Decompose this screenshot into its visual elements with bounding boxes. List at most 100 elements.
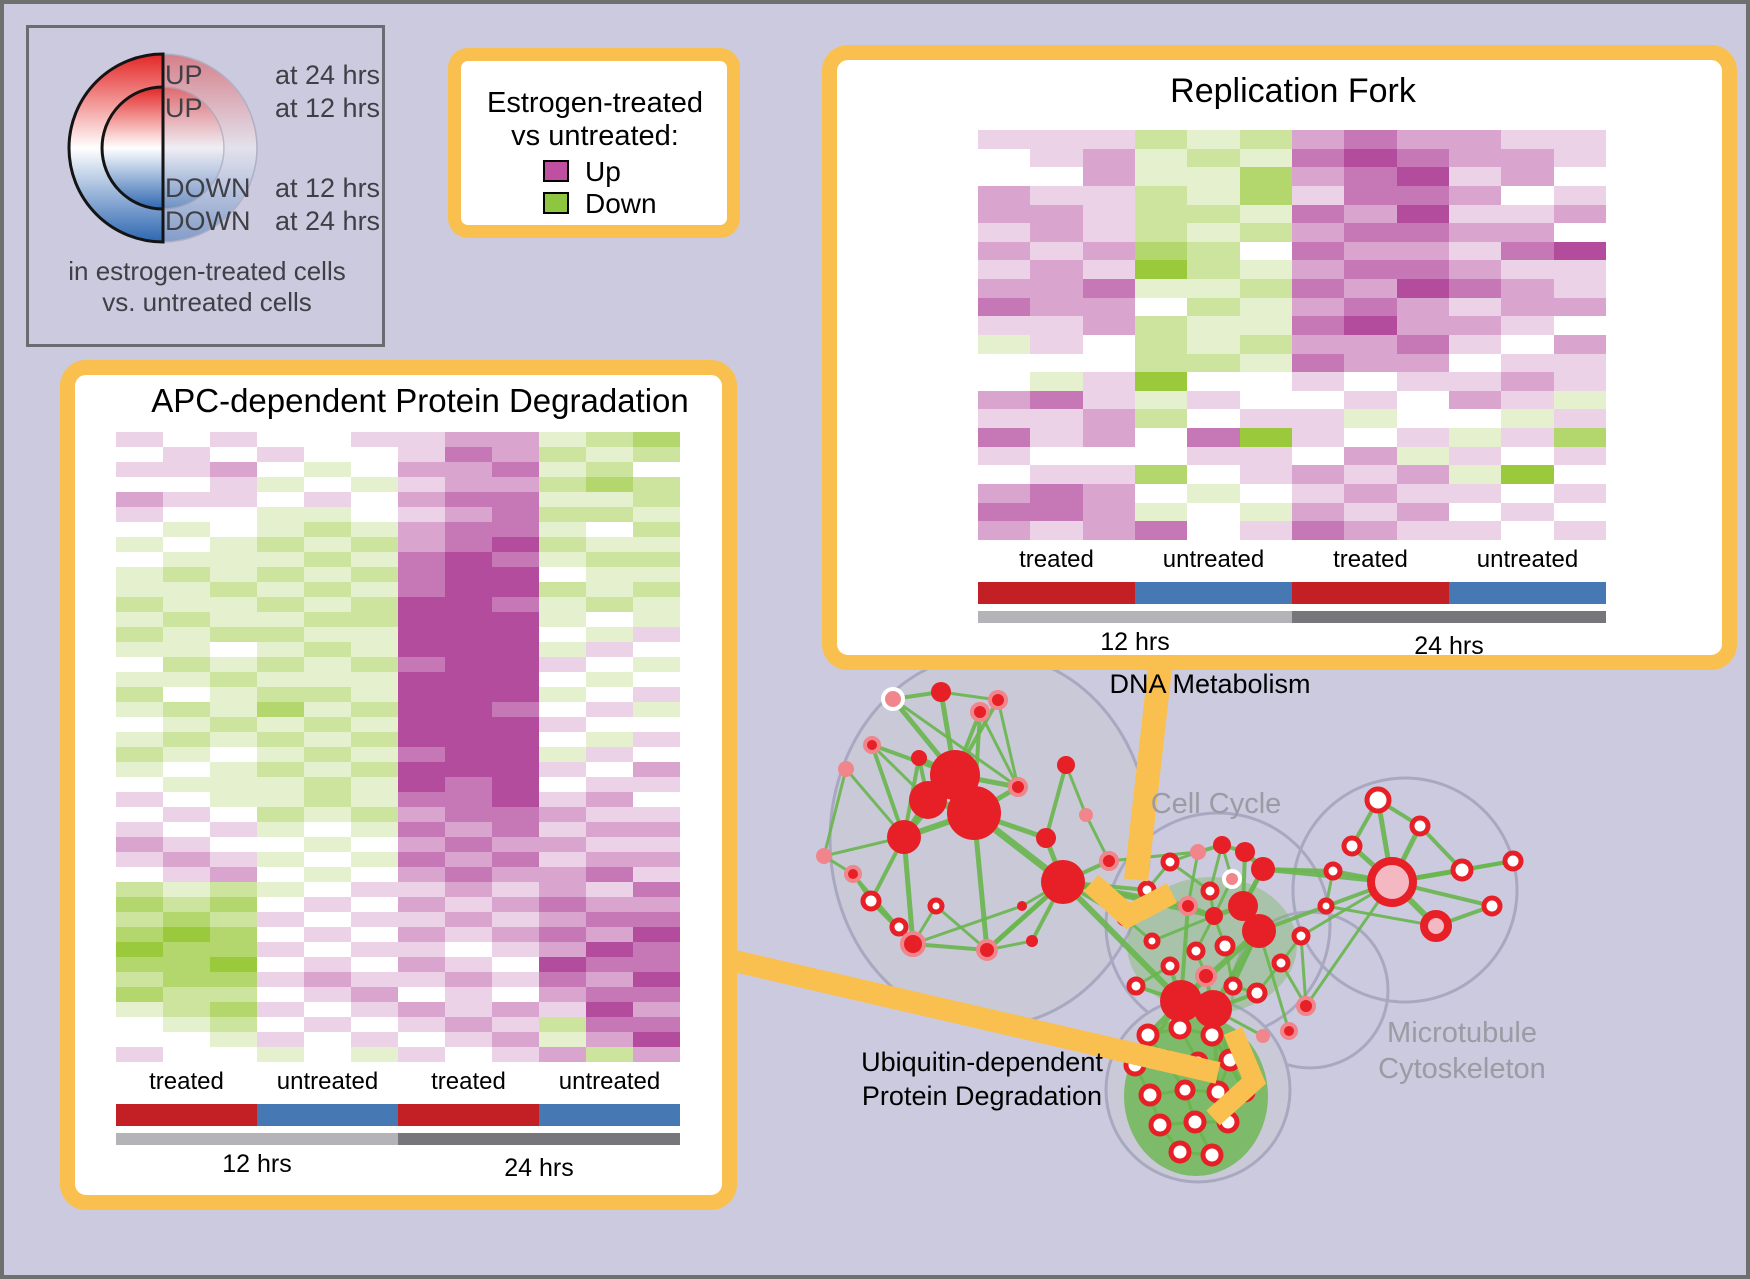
heatmap-cell xyxy=(1553,241,1606,261)
heatmap-cell xyxy=(398,492,445,507)
heatmap-cell xyxy=(116,582,163,597)
network-node xyxy=(1213,836,1231,854)
heatmap-cell xyxy=(539,807,586,822)
heatmap-cell xyxy=(1501,428,1554,447)
heatmap-cell xyxy=(1396,446,1449,466)
network-node xyxy=(1160,852,1180,872)
network-node xyxy=(988,690,1008,710)
heatmap-cell xyxy=(445,657,492,672)
heatmap-cell xyxy=(304,822,351,837)
heatmap-cell xyxy=(1187,483,1240,503)
heatmap-cell xyxy=(210,522,257,537)
heatmap-cell xyxy=(445,507,492,522)
network-node xyxy=(1228,891,1258,921)
heatmap-cell xyxy=(1187,409,1240,428)
heatmap-cell xyxy=(1344,204,1397,224)
heatmap-cell xyxy=(398,717,445,732)
heatmap-cell xyxy=(492,957,539,972)
heatmap-cell xyxy=(586,1047,633,1062)
heatmap-cell xyxy=(1501,148,1554,168)
heatmap-cell xyxy=(398,657,445,672)
heatmap-cell xyxy=(116,537,163,552)
heatmap-cell xyxy=(633,687,680,702)
heatmap-cell xyxy=(210,507,257,522)
heatmap-cell xyxy=(539,522,586,537)
heatmap-cell xyxy=(586,492,633,507)
heatmap-cell xyxy=(1553,260,1606,279)
heatmap-cell xyxy=(163,792,210,807)
heatmap-cell xyxy=(1291,204,1345,224)
condition-label: treated xyxy=(431,1068,506,1095)
heatmap-cell xyxy=(304,702,351,717)
heatmap-cell xyxy=(163,597,210,612)
heatmap-cell xyxy=(1291,465,1345,484)
heatmap-cell xyxy=(210,492,257,507)
heatmap-cell xyxy=(304,462,351,477)
heatmap-cell xyxy=(351,567,398,582)
heatmap-cell xyxy=(1187,353,1240,373)
heatmap-cell xyxy=(351,552,398,567)
heatmap-cell xyxy=(210,567,257,582)
heatmap-cell xyxy=(304,792,351,807)
heatmap-cell xyxy=(492,447,539,462)
heatmap-cell xyxy=(539,747,586,762)
network-node xyxy=(1317,897,1335,915)
heatmap-cell xyxy=(586,612,633,627)
heatmap-cell xyxy=(492,987,539,1002)
heatmap-cell xyxy=(978,353,1031,373)
heatmap-cell xyxy=(116,792,163,807)
heatmap-cell xyxy=(539,612,586,627)
heatmap-cell xyxy=(586,777,633,792)
heatmap-cell xyxy=(351,702,398,717)
heatmap-cell xyxy=(1501,204,1554,224)
heatmap-cell xyxy=(1239,409,1292,428)
heatmap-cell xyxy=(1134,167,1188,186)
heatmap-cell xyxy=(1344,409,1397,428)
heatmap-cell xyxy=(1082,241,1135,261)
heatmap-cell xyxy=(351,852,398,867)
heatmap-cell xyxy=(1344,521,1397,540)
heatmap-cell xyxy=(1082,465,1135,484)
heatmap-cell xyxy=(1344,390,1397,410)
heatmap-cell xyxy=(445,927,492,942)
heatmap-cell xyxy=(539,642,586,657)
heatmap-cell xyxy=(586,1017,633,1032)
heatmap-cell xyxy=(586,627,633,642)
heatmap-cell xyxy=(210,537,257,552)
heatmap-cell xyxy=(398,552,445,567)
network-node xyxy=(1223,976,1243,996)
heatmap-cell xyxy=(163,537,210,552)
heatmap-cell xyxy=(257,792,304,807)
heatmap-cell xyxy=(492,972,539,987)
heatmap-cell xyxy=(116,732,163,747)
heatmap-cell xyxy=(586,567,633,582)
heatmap-cell xyxy=(398,702,445,717)
heatmap-cell xyxy=(116,777,163,792)
heatmap-cell xyxy=(210,867,257,882)
heatmap-cell xyxy=(398,1047,445,1062)
up-color-swatch xyxy=(543,160,569,182)
heatmap-cell xyxy=(116,927,163,942)
heatmap-cell xyxy=(1291,167,1345,186)
heatmap-cell xyxy=(1082,260,1135,279)
heatmap-cell xyxy=(116,987,163,1002)
heatmap-cell xyxy=(210,627,257,642)
network-node xyxy=(1291,926,1311,946)
heatmap-cell xyxy=(1030,390,1083,410)
heatmap-cell xyxy=(539,657,586,672)
heatmap-cell xyxy=(116,747,163,762)
heatmap-cell xyxy=(351,597,398,612)
heatmap-cell xyxy=(1187,223,1240,242)
heatmap-cell xyxy=(1082,334,1135,354)
heatmap-cell xyxy=(633,597,680,612)
heatmap-cell xyxy=(304,522,351,537)
heatmap-cell xyxy=(1396,241,1449,261)
heatmap-cell xyxy=(492,1002,539,1017)
heatmap-cell xyxy=(633,777,680,792)
heatmap-cell xyxy=(398,462,445,477)
rf-panel-title: Replication Fork xyxy=(1170,72,1416,110)
heatmap-cell xyxy=(492,912,539,927)
heatmap-cell xyxy=(1082,483,1135,503)
heatmap-cell xyxy=(633,507,680,522)
